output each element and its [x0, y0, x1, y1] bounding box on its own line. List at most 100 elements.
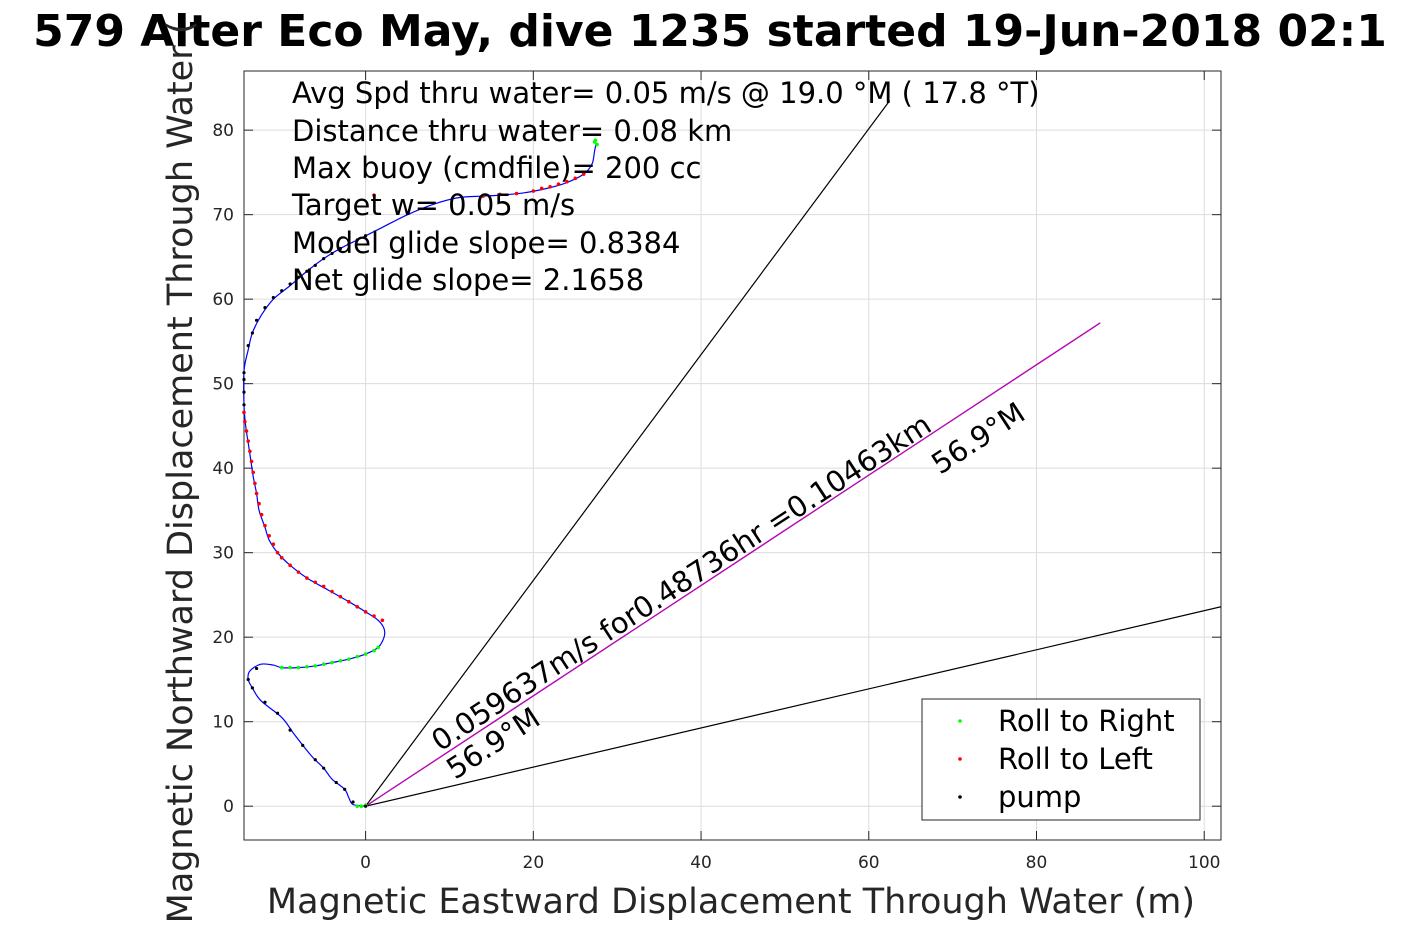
roll-left-point [271, 542, 276, 547]
roll-left-point [257, 501, 261, 506]
info-model-glide: Model glide slope= 0.8384 [292, 226, 680, 260]
legend-box [921, 698, 1201, 821]
roll-right-point [355, 804, 360, 808]
roll-right-point [279, 665, 284, 670]
pump-point [288, 728, 292, 732]
pump-point [254, 318, 259, 322]
roll-left-point [305, 576, 309, 580]
roll-left-point [243, 419, 247, 424]
roll-right-point [305, 664, 309, 669]
direction-line [365, 322, 1101, 807]
roll-left-point [321, 584, 326, 589]
pump-point [313, 758, 317, 762]
pump-point [313, 263, 317, 267]
direction-line [365, 606, 1221, 807]
direction-line [365, 100, 891, 807]
y-tick-label: 70 [212, 206, 234, 226]
roll-right-point [288, 665, 292, 670]
annotation-speed: 0.059637m/s for0.48736hr =0.10463km [425, 407, 937, 758]
pump-point [246, 344, 250, 348]
roll-left-point [347, 599, 351, 604]
legend-marker-roll-right [958, 719, 962, 723]
info-target-w: Target w= 0.05 m/s [291, 188, 575, 222]
roll-left-point [275, 550, 280, 555]
roll-right-point [296, 665, 301, 670]
pump-point [334, 780, 338, 785]
y-tick-label: 80 [212, 121, 234, 141]
roll-left-point [248, 449, 252, 454]
pump-point [296, 275, 301, 279]
roll-right-point [321, 662, 326, 667]
legend-label-roll-left: Roll to Left [998, 742, 1153, 776]
legend-marker-roll-left [958, 757, 962, 761]
roll-right-point [363, 652, 368, 656]
roll-left-point [497, 192, 502, 197]
pump-point [246, 677, 250, 682]
legend-label-roll-right: Roll to Right [998, 704, 1175, 738]
roll-left-point [338, 594, 343, 599]
pump-point [242, 390, 246, 394]
pump-point [263, 700, 267, 704]
pump-point [271, 295, 275, 300]
pump-point [322, 257, 326, 261]
roll-left-point [372, 614, 376, 618]
roll-right-point [595, 142, 599, 147]
roll-left-point [279, 555, 284, 560]
roll-left-point [330, 589, 334, 594]
roll-left-point [531, 189, 536, 193]
dive-track [243, 142, 597, 807]
chart-title: 579 Alter Eco May, dive 1235 started 19-… [33, 6, 1387, 57]
roll-left-point [313, 580, 318, 585]
roll-right-point [330, 660, 334, 665]
pump-point [330, 251, 334, 256]
y-tick-label: 20 [212, 628, 234, 648]
pump-point [305, 269, 309, 273]
info-text-block: Avg Spd thru water= 0.05 m/s @ 19.0 °M (… [291, 76, 1040, 297]
roll-left-point [514, 191, 519, 196]
marker-points [242, 138, 599, 808]
roll-left-point [556, 182, 561, 187]
roll-left-point [259, 512, 264, 517]
roll-left-point [565, 179, 569, 184]
pump-point [250, 686, 254, 690]
pump-point [347, 242, 351, 246]
pump-point [242, 403, 246, 407]
y-tick-label: 40 [212, 459, 234, 479]
pump-point [288, 282, 292, 286]
legend-label-pump: pump [998, 780, 1081, 814]
y-tick-label: 60 [212, 290, 234, 310]
pump-point [250, 331, 254, 335]
x-tick-label: 0 [360, 853, 371, 873]
info-max-buoy: Max buoy (cmdfile)= 200 cc [292, 151, 701, 185]
pump-point [364, 234, 368, 238]
info-net-glide: Net glide slope= 2.1658 [292, 263, 644, 297]
x-tick-label: 100 [1188, 853, 1220, 873]
pump-point [254, 666, 259, 671]
roll-left-point [246, 439, 250, 443]
pump-point [275, 711, 280, 715]
pump-point [263, 306, 267, 310]
roll-right-point [355, 654, 360, 659]
roll-right-point [593, 138, 598, 143]
y-tick-label: 50 [212, 375, 234, 395]
roll-right-point [347, 657, 351, 661]
y-tick-label: 30 [212, 544, 234, 564]
roll-right-point [313, 664, 318, 668]
track-line [243, 142, 597, 807]
plot-frame [243, 70, 1222, 841]
legend: Roll to Right Roll to Left pump [921, 698, 1201, 821]
x-tick-label: 20 [523, 853, 545, 873]
y-tick-label: 10 [212, 713, 234, 733]
roll-left-point [242, 410, 246, 415]
pump-point [355, 238, 359, 242]
roll-left-point [548, 184, 552, 189]
pump-point [242, 377, 246, 382]
pump-point [301, 743, 305, 747]
pump-point [322, 766, 326, 770]
grid-lines [244, 71, 1221, 840]
x-tick-label: 80 [1026, 853, 1048, 873]
pump-point [242, 371, 246, 375]
roll-left-point [263, 523, 267, 528]
x-axis-label: Magnetic Eastward Displacement Through W… [267, 882, 1195, 922]
